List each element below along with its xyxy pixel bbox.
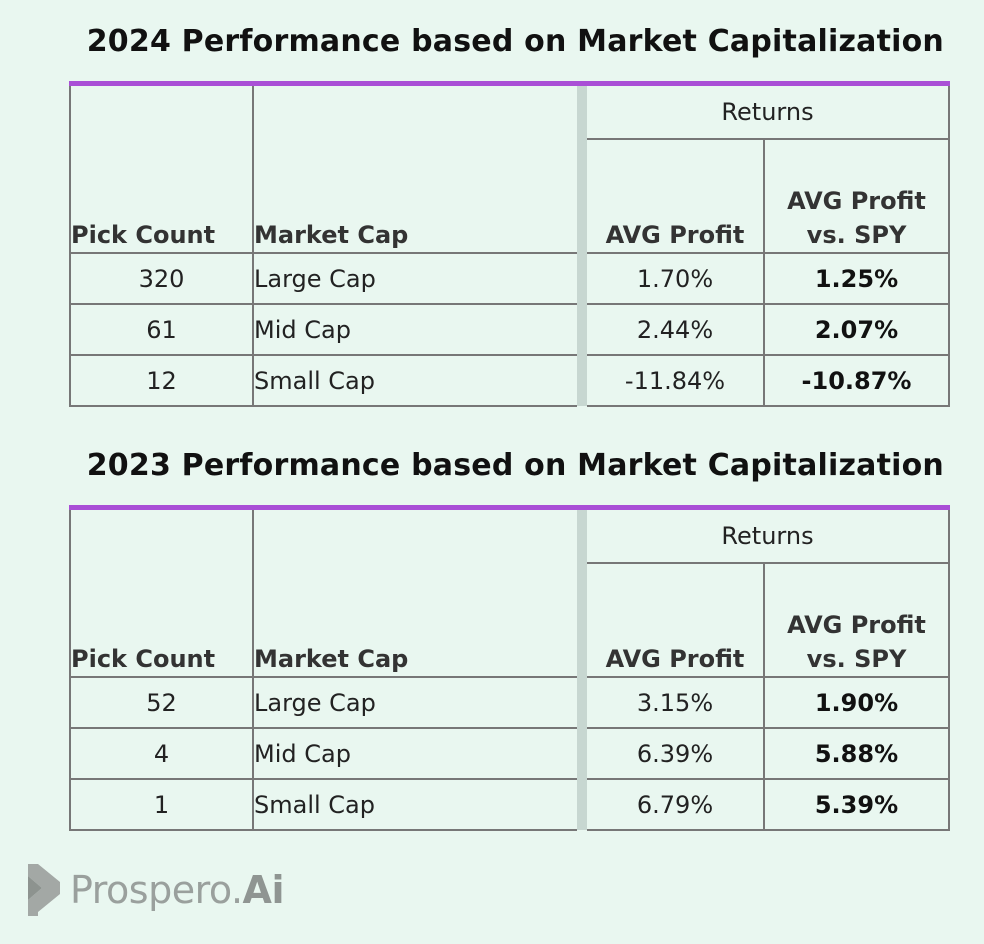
header-pick-count: Pick Count — [69, 510, 254, 677]
header-avg-profit-vs-spy-line1: AVG Profit — [787, 611, 926, 639]
cell-pick-count: 4 — [69, 727, 254, 779]
cell-pick-count: 12 — [69, 354, 254, 407]
header-avg-profit-vs-spy-line2: vs. SPY — [806, 645, 907, 673]
cell-market-cap: Small Cap — [253, 354, 577, 407]
table-row: 61 Mid Cap 2.44% 2.07% — [69, 303, 950, 355]
cell-avg-profit: 1.70% — [587, 252, 765, 304]
cell-market-cap: Large Cap — [253, 252, 577, 304]
table-row: 1 Small Cap 6.79% 5.39% — [69, 778, 950, 831]
cell-vs-spy: 5.88% — [764, 727, 950, 779]
column-separator — [577, 86, 587, 406]
table-title-2024: 2024 Performance based on Market Capital… — [86, 24, 944, 59]
logo-wordmark-ai: Ai — [242, 868, 285, 912]
header-market-cap: Market Cap — [254, 645, 409, 673]
header-avg-profit-vs-spy: AVG Profit vs. SPY — [764, 139, 950, 253]
prospero-chevron-icon — [28, 864, 60, 916]
cell-avg-profit: -11.84% — [587, 354, 765, 407]
header-avg-profit: AVG Profit — [587, 563, 765, 677]
header-avg-profit: AVG Profit — [587, 139, 765, 253]
cell-vs-spy: 1.25% — [764, 252, 950, 304]
cell-market-cap: Mid Cap — [253, 727, 577, 779]
header-pick-count: Pick Count — [69, 86, 254, 253]
table-row: 52 Large Cap 3.15% 1.90% — [69, 676, 950, 728]
cell-market-cap: Large Cap — [253, 676, 577, 728]
cell-pick-count: 320 — [69, 252, 254, 304]
header-avg-profit-vs-spy: AVG Profit vs. SPY — [764, 563, 950, 677]
cell-vs-spy: 5.39% — [764, 778, 950, 831]
cell-vs-spy: 1.90% — [764, 676, 950, 728]
cell-avg-profit: 6.39% — [587, 727, 765, 779]
header-returns-group: Returns — [587, 510, 950, 564]
header-avg-profit-vs-spy-line1: AVG Profit — [787, 187, 926, 215]
logo-wordmark: Prospero.Ai — [70, 868, 284, 912]
cell-market-cap: Small Cap — [253, 778, 577, 831]
cell-vs-spy: 2.07% — [764, 303, 950, 355]
cell-market-cap: Mid Cap — [253, 303, 577, 355]
performance-table-2023: Pick Count Market Cap Returns AVG Profit… — [69, 510, 950, 831]
header-market-cap: Market Cap — [254, 221, 409, 249]
column-separator — [577, 510, 587, 830]
title-accent-bar — [69, 505, 950, 510]
performance-table-2024: Pick Count Market Cap Returns AVG Profit… — [69, 86, 950, 407]
cell-pick-count: 52 — [69, 676, 254, 728]
table-row: 320 Large Cap 1.70% 1.25% — [69, 252, 950, 304]
table-row: 4 Mid Cap 6.39% 5.88% — [69, 727, 950, 779]
header-avg-profit-vs-spy-line2: vs. SPY — [806, 221, 907, 249]
cell-vs-spy: -10.87% — [764, 354, 950, 407]
cell-avg-profit: 2.44% — [587, 303, 765, 355]
table-row: 12 Small Cap -11.84% -10.87% — [69, 354, 950, 407]
title-accent-bar — [69, 81, 950, 86]
header-returns-group: Returns — [587, 86, 950, 140]
cell-avg-profit: 3.15% — [587, 676, 765, 728]
cell-avg-profit: 6.79% — [587, 778, 765, 831]
cell-pick-count: 1 — [69, 778, 254, 831]
cell-pick-count: 61 — [69, 303, 254, 355]
logo-wordmark-main: Prospero. — [70, 868, 243, 912]
table-title-2023: 2023 Performance based on Market Capital… — [86, 448, 944, 483]
prospero-logo: Prospero.Ai — [24, 862, 284, 918]
